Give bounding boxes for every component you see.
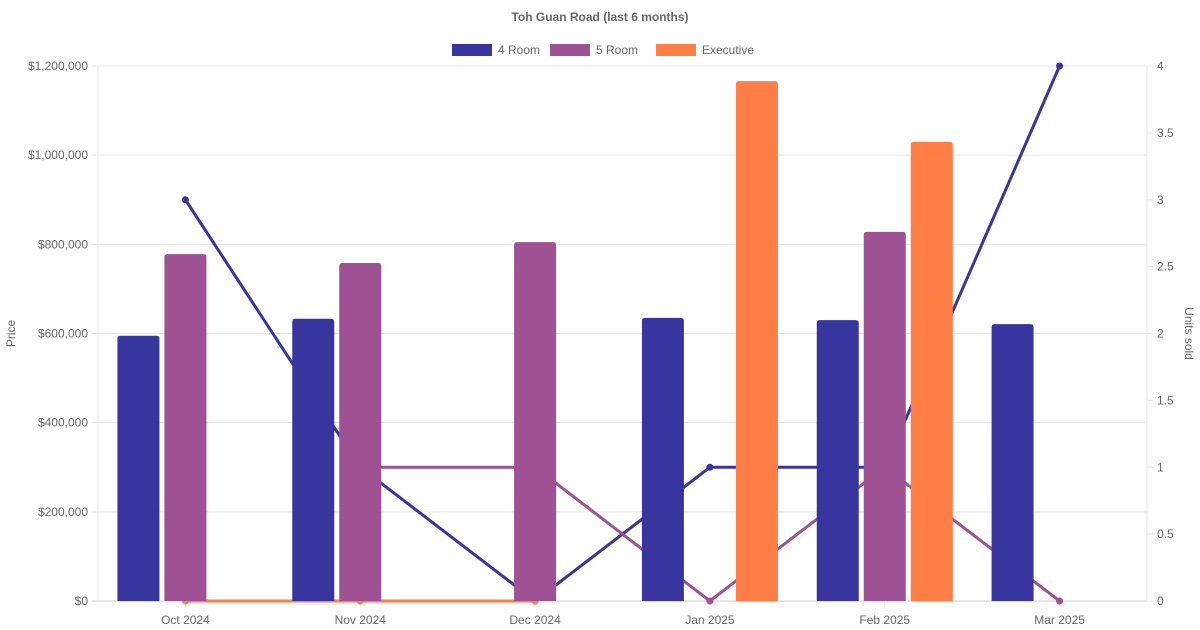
price-bar [816, 320, 859, 601]
y-tick-label: $600,000 [38, 327, 88, 341]
y-axis-title: Price [4, 320, 18, 348]
y2-tick-label: 3 [1157, 193, 1164, 207]
y2-tick-label: 3.5 [1157, 126, 1174, 140]
units-point [706, 463, 714, 471]
y-tick-label: $800,000 [38, 237, 88, 251]
x-tick-label: Jan 2025 [685, 613, 735, 627]
price-bar [641, 317, 684, 601]
x-tick-label: Feb 2025 [859, 613, 910, 627]
legend-swatch [550, 44, 590, 56]
price-bar [164, 254, 207, 601]
price-bar [117, 335, 160, 601]
price-bar [292, 318, 335, 601]
units-point [1056, 597, 1064, 605]
price-bar [863, 231, 906, 601]
y2-tick-label: 1.5 [1157, 393, 1174, 407]
y2-tick-label: 0 [1157, 594, 1164, 608]
price-bar [514, 242, 557, 601]
y-tick-label: $400,000 [38, 416, 88, 430]
x-tick-label: Mar 2025 [1034, 613, 1085, 627]
units-point [181, 196, 189, 204]
price-bar [339, 263, 382, 601]
legend-swatch [452, 44, 492, 56]
y2-tick-label: 0.5 [1157, 527, 1174, 541]
y2-tick-label: 1 [1157, 460, 1164, 474]
price-bar [991, 324, 1034, 601]
x-tick-label: Dec 2024 [509, 613, 561, 627]
y-tick-label: $1,200,000 [28, 59, 88, 73]
units-point [1056, 62, 1064, 70]
price-bars [117, 81, 1034, 602]
x-tick-label: Nov 2024 [335, 613, 387, 627]
gridlines [92, 65, 1153, 607]
y2-tick-label: 4 [1157, 59, 1164, 73]
legend: 4 Room 5 Room Executive [452, 43, 754, 57]
price-bar [735, 81, 778, 602]
legend-label: 4 Room [498, 43, 540, 57]
chart-title: Toh Guan Road (last 6 months) [511, 10, 688, 24]
legend-swatch [656, 44, 696, 56]
y-tick-label: $200,000 [38, 505, 88, 519]
units-line-1 [360, 465, 1061, 603]
y2-axis-title: Units sold [1182, 307, 1196, 360]
units-point [706, 597, 714, 605]
axes: $0 $200,000 $400,000 $600,000 $800,000 $1,000… [4, 59, 1196, 627]
x-tick-label: Oct 2024 [161, 613, 210, 627]
price-bar [910, 141, 953, 601]
y-tick-label: $0 [75, 594, 89, 608]
y-tick-label: $1,000,000 [28, 148, 88, 162]
legend-label: Executive [702, 43, 754, 57]
y2-tick-label: 2.5 [1157, 260, 1174, 274]
legend-label: 5 Room [596, 43, 638, 57]
y2-tick-label: 2 [1157, 327, 1164, 341]
